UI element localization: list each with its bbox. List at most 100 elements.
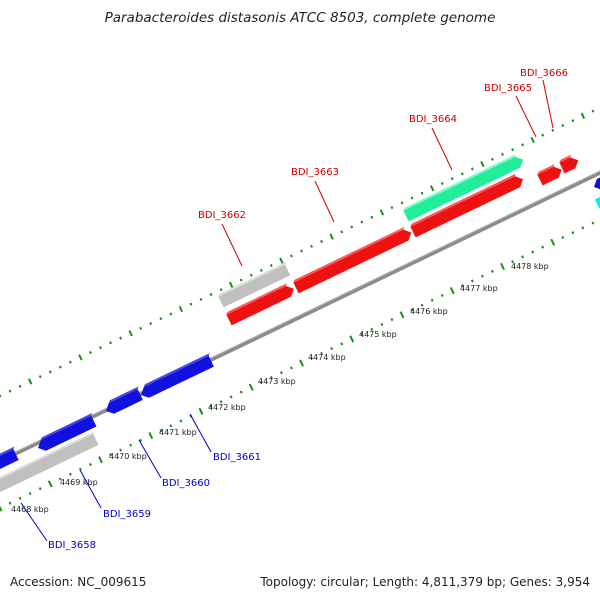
tick-dot <box>58 365 62 369</box>
gene-arrow-BDI_3666[interactable] <box>559 153 581 174</box>
tick-dot <box>38 375 42 379</box>
tick-dot <box>239 278 243 282</box>
tick-dot <box>430 298 434 302</box>
tick-dot <box>300 249 303 253</box>
tick-dot <box>89 350 92 355</box>
tick-dot <box>249 273 253 277</box>
genome-summary-text: Topology: circular; Length: 4,811,379 bp… <box>260 575 590 589</box>
callout-line-BDI_3662 <box>221 223 243 267</box>
tick-dot <box>290 366 293 370</box>
tick-mark-major <box>279 257 284 264</box>
accession-text: Accession: NC_009615 <box>10 575 147 589</box>
tick-dot <box>139 326 143 330</box>
tick-dot <box>420 303 424 307</box>
tick-dot <box>8 389 12 393</box>
gene-arrow-BDI_3659[interactable] <box>0 431 100 494</box>
tick-dot <box>199 297 203 301</box>
tick-dot <box>460 172 464 176</box>
tick-dot <box>561 123 565 128</box>
tick-dot <box>68 472 72 476</box>
tick-dot <box>320 351 324 355</box>
gene-arrow-edge-cyan[interactable] <box>594 194 600 209</box>
tick-dot <box>169 424 173 428</box>
tick-dot <box>48 370 52 374</box>
kbp-label: 4468 kbp <box>11 505 49 514</box>
tick-dot <box>400 201 404 205</box>
gene-arrow-BDI_3661[interactable] <box>138 353 216 400</box>
tick-dot <box>310 356 313 360</box>
gene-arrow-forward-a[interactable] <box>226 282 297 326</box>
gene-arrow-BDI_3660[interactable] <box>103 386 145 416</box>
tick-dot <box>370 215 374 219</box>
gene-label-BDI_3664[interactable]: BDI_3664 <box>409 114 457 125</box>
tick-dot <box>470 279 474 283</box>
gene-arrow-BDI_3658[interactable] <box>35 413 99 453</box>
tick-dot <box>119 448 123 452</box>
callout-line-BDI_3659 <box>79 469 102 509</box>
tick-dot <box>511 148 514 152</box>
tick-mark-major <box>349 335 355 343</box>
tick-dot <box>28 491 32 496</box>
tick-dot <box>209 293 213 297</box>
tick-mark-major <box>449 287 455 295</box>
tick-mark-major <box>500 262 505 271</box>
tick-mark-major <box>248 383 254 391</box>
tick-dot <box>531 250 535 254</box>
kbp-label: 4475 kbp <box>359 330 397 339</box>
tick-dot <box>290 254 293 258</box>
tick-dot <box>159 429 163 433</box>
gene-label-BDI_3661[interactable]: BDI_3661 <box>213 452 261 463</box>
tick-dot <box>491 269 494 273</box>
gene-label-BDI_3662[interactable]: BDI_3662 <box>198 210 246 221</box>
gene-callouts: BDI_3658 BDI_3659 BDI_3660 BDI_3661 BDI_… <box>20 68 568 551</box>
tick-mark-major <box>379 209 385 216</box>
gene-arrow-BDI_3664[interactable] <box>403 152 526 222</box>
tick-dot <box>511 260 514 264</box>
tick-dot <box>480 274 484 278</box>
tick-dot <box>189 302 193 306</box>
tick-mark-major <box>198 407 204 415</box>
tick-dot <box>68 360 72 364</box>
tick-dot <box>410 308 414 312</box>
tick-dot <box>89 462 92 467</box>
tick-dot <box>561 235 565 240</box>
gene-label-BDI_3665[interactable]: BDI_3665 <box>484 83 532 94</box>
tick-dot <box>179 419 183 423</box>
gene-label-BDI_3658[interactable]: BDI_3658 <box>48 540 96 551</box>
tick-dot <box>18 496 22 500</box>
callout-line-BDI_3663 <box>314 180 335 223</box>
tick-dot <box>129 443 133 447</box>
tick-dot <box>139 438 143 442</box>
tick-dot <box>320 239 324 243</box>
tick-mark-major <box>399 311 405 319</box>
tick-dot <box>591 221 595 225</box>
gene-label-BDI_3660[interactable]: BDI_3660 <box>162 478 210 489</box>
gene-arrow-BDI_3662[interactable] <box>218 261 293 308</box>
callout-line-BDI_3666 <box>542 79 554 129</box>
tick-dot <box>450 177 454 181</box>
callout-line-BDI_3665 <box>515 95 537 138</box>
tick-dot <box>571 119 575 123</box>
tick-dot <box>360 332 364 336</box>
gene-label-BDI_3666[interactable]: BDI_3666 <box>520 68 568 79</box>
gene-arrow-BDI_3663[interactable] <box>293 225 414 294</box>
gene-label-BDI_3659[interactable]: BDI_3659 <box>103 509 151 520</box>
gene-arrow-edge-blue[interactable] <box>591 172 600 192</box>
gene-arrow-forward-b[interactable] <box>410 172 526 238</box>
tick-dot <box>38 487 42 491</box>
tick-dot <box>99 346 102 350</box>
kbp-label: 4474 kbp <box>308 353 346 362</box>
kbp-label: 4473 kbp <box>258 377 296 386</box>
tick-dot <box>470 167 474 171</box>
kbp-label: 4471 kbp <box>159 428 197 437</box>
tick-dot <box>0 394 2 398</box>
tick-dot <box>229 395 233 399</box>
gene-label-BDI_3663[interactable]: BDI_3663 <box>291 167 339 178</box>
tick-dot <box>420 191 424 195</box>
tick-dot <box>581 226 585 230</box>
gene-arrow-BDI_3665[interactable] <box>537 162 565 186</box>
gene-arrow-reverse-1[interactable] <box>0 446 20 478</box>
tick-mark-major <box>228 281 234 289</box>
kbp-label: 4470 kbp <box>109 452 147 461</box>
